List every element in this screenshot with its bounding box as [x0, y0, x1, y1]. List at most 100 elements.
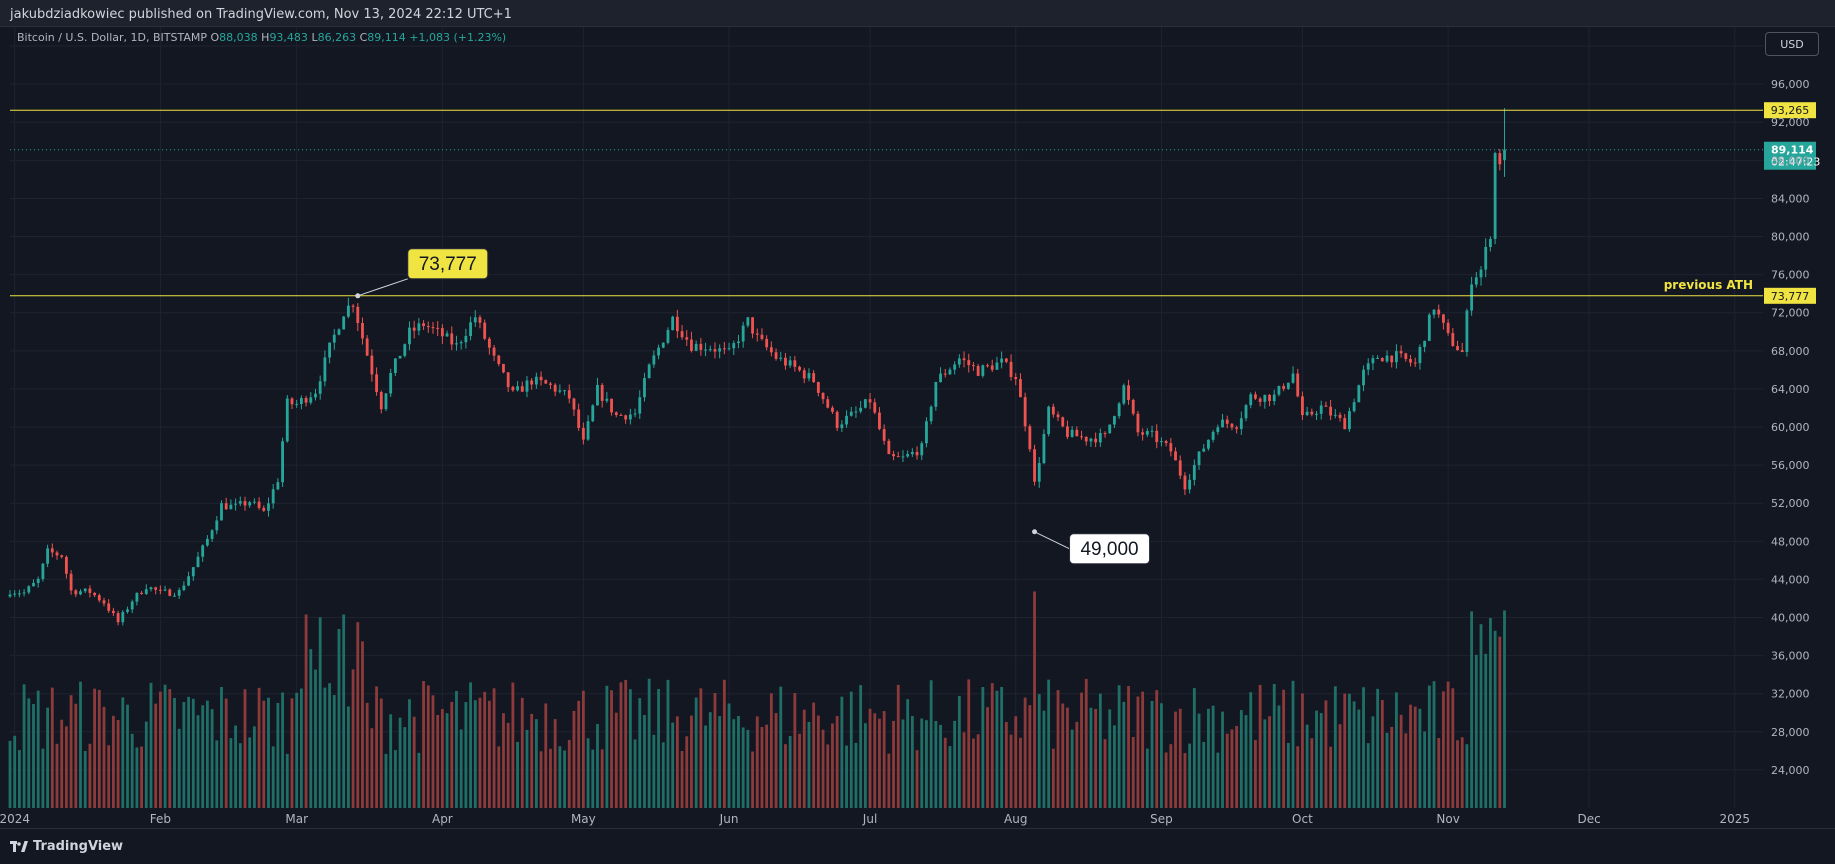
candle-body	[1047, 406, 1051, 435]
candle-body	[1258, 398, 1262, 402]
candle-body	[210, 530, 214, 539]
candle-body	[1305, 411, 1309, 416]
volume-bar	[365, 702, 369, 808]
candle-body	[1103, 433, 1107, 435]
volume-bar	[257, 687, 261, 808]
y-tick-label: 96,000	[1771, 78, 1810, 91]
volume-bar	[163, 684, 167, 808]
volume-bar	[384, 753, 388, 808]
publisher-info: jakubdziadkowiec published on TradingVie…	[10, 7, 512, 22]
volume-bar	[1019, 737, 1022, 808]
candle-body	[1150, 430, 1154, 432]
volume-bar	[516, 741, 519, 808]
candle-body	[1207, 439, 1210, 449]
candle-body	[549, 383, 552, 385]
candle-body	[314, 393, 317, 398]
volume-bar	[455, 691, 458, 808]
last-price-label: 89,114	[1771, 144, 1814, 157]
x-tick-label: Nov	[1436, 812, 1459, 826]
volume-bar	[1329, 746, 1333, 808]
volume-bar	[318, 617, 322, 808]
candle-body	[295, 403, 299, 405]
candle-body	[737, 341, 740, 344]
volume-bar	[1084, 678, 1088, 808]
candle-body	[1244, 405, 1248, 419]
volume-bar	[530, 713, 534, 808]
candle-body	[520, 386, 524, 392]
volume-bar	[346, 706, 350, 808]
volume-bar	[1432, 681, 1436, 808]
candle-body	[1432, 309, 1436, 315]
currency-button[interactable]: USD	[1765, 32, 1819, 56]
candle-body	[1451, 333, 1455, 347]
candle-body	[995, 362, 999, 370]
volume-bar	[943, 737, 947, 808]
candle-body	[1329, 406, 1333, 416]
price-chart[interactable]: 93,265 73,777 previous ATH 89,114 02:47:23 73…	[0, 27, 1835, 828]
tradingview-logo[interactable]: TradingView	[10, 839, 123, 854]
volume-bar	[577, 700, 581, 808]
candle-body	[126, 609, 129, 612]
volume-bar	[1014, 716, 1018, 808]
candle-body	[1070, 429, 1074, 437]
candle-body	[1004, 358, 1008, 362]
candle-body	[83, 588, 87, 592]
volume-bar	[1113, 725, 1116, 808]
volume-bar	[1211, 705, 1215, 808]
candle-body	[1051, 406, 1055, 415]
candle-body	[784, 357, 787, 366]
volume-bar	[1023, 697, 1027, 808]
x-tick-label: Dec	[1577, 812, 1600, 826]
legend-part: 88,038	[219, 31, 261, 44]
volume-bar	[478, 697, 482, 808]
volume-bar	[375, 686, 378, 808]
y-tick-label: 68,000	[1771, 345, 1810, 358]
volume-bar	[873, 713, 877, 808]
volume-bar	[27, 698, 31, 808]
volume-bar	[737, 715, 740, 808]
candle-body	[74, 590, 78, 595]
volume-bar	[1080, 692, 1083, 808]
volume-bar	[666, 679, 670, 808]
volume-bar	[1474, 654, 1478, 808]
candle-body	[497, 355, 501, 364]
candle-body	[1145, 431, 1149, 435]
candle-body	[1272, 394, 1276, 402]
volume-bar	[1343, 693, 1347, 808]
candle-body	[643, 378, 646, 398]
y-tick-label: 40,000	[1771, 612, 1810, 625]
candle-body	[525, 380, 529, 392]
last-price-tag	[1764, 141, 1816, 170]
candle-body	[774, 352, 778, 359]
volume-bar	[267, 697, 270, 808]
volume-bar	[1442, 691, 1445, 808]
candle-body	[173, 595, 176, 597]
volume-bar	[238, 743, 242, 808]
volume-bar	[732, 719, 736, 808]
candle-body	[690, 339, 693, 351]
candle-body	[328, 342, 331, 358]
candle-body	[1315, 413, 1318, 415]
volume-bar	[1315, 710, 1318, 808]
volume-bar	[13, 735, 17, 808]
annotation-connector	[357, 278, 408, 297]
candle-body	[318, 381, 322, 394]
volume-bar	[722, 679, 726, 808]
volume-bar	[1221, 711, 1224, 808]
candle-body	[577, 409, 581, 428]
volume-bar	[506, 722, 510, 808]
candle-body	[657, 347, 660, 356]
symbol-legend: Bitcoin / U.S. Dollar, 1D, BITSTAMP O88,…	[17, 31, 506, 44]
volume-bar	[130, 733, 134, 808]
candle-body	[1456, 346, 1459, 351]
candle-body	[882, 429, 886, 441]
volume-bar	[1192, 688, 1196, 808]
tradingview-icon	[10, 840, 28, 852]
volume-bar	[182, 702, 186, 808]
candle-body	[849, 411, 853, 416]
volume-bar	[572, 710, 576, 808]
candle-body	[271, 489, 275, 504]
volume-bar	[831, 723, 834, 808]
y-tick-label: 28,000	[1771, 726, 1810, 739]
